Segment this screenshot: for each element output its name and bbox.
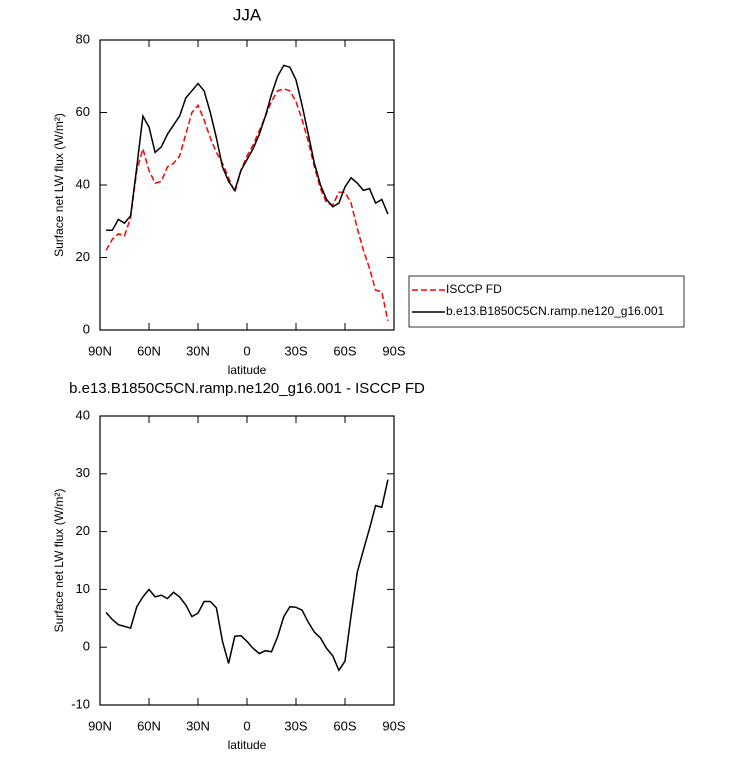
x-tick-label: 0 [243,718,250,733]
x-tick-label: 30N [186,718,210,733]
y-tick-label: 80 [76,31,90,46]
chart-title: b.e13.B1850C5CN.ramp.ne120_g16.001 - ISC… [69,380,425,397]
x-tick-label: 30S [284,343,307,358]
x-tick-label: 60N [137,343,161,358]
data-line [105,88,389,322]
data-line [105,479,389,672]
x-tick-label: 90S [382,343,405,358]
y-tick-label: 60 [76,104,90,119]
legend-label: ISCCP FD [446,282,502,296]
x-tick-label: 60S [333,718,356,733]
plot-frame [99,415,395,706]
data-line [106,64,389,232]
y-axis-label: Surface net LW flux (W/m²) [52,113,66,257]
y-tick-label: 10 [76,581,90,596]
y-tick-label: 0 [83,321,90,336]
x-tick-label: 30N [186,343,210,358]
y-tick-label: 40 [76,407,90,422]
y-tick-label: 0 [83,639,90,654]
plot-frame [99,39,395,331]
y-tick-label: -10 [71,696,90,711]
legend-box [408,275,685,328]
y-axis-label: Surface net LW flux (W/m²) [52,489,66,633]
y-tick-label: 30 [76,465,90,480]
x-axis-label: latitude [228,363,267,377]
x-axis-label: latitude [228,738,267,752]
y-tick-label: 20 [76,249,90,264]
x-tick-label: 0 [243,343,250,358]
y-tick-label: 20 [76,523,90,538]
x-tick-label: 60N [137,718,161,733]
x-tick-label: 60S [333,343,356,358]
x-tick-label: 30S [284,718,307,733]
x-tick-label: 90N [88,343,112,358]
chart-title: JJA [233,5,262,24]
legend-label: b.e13.B1850C5CN.ramp.ne120_g16.001 [446,304,664,318]
x-tick-label: 90S [382,718,405,733]
y-tick-label: 40 [76,176,90,191]
x-tick-label: 90N [88,718,112,733]
